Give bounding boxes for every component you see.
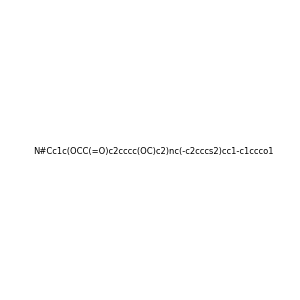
Text: N#Cc1c(OCC(=O)c2cccc(OC)c2)nc(-c2cccs2)cc1-c1ccco1: N#Cc1c(OCC(=O)c2cccc(OC)c2)nc(-c2cccs2)c…	[34, 147, 274, 156]
